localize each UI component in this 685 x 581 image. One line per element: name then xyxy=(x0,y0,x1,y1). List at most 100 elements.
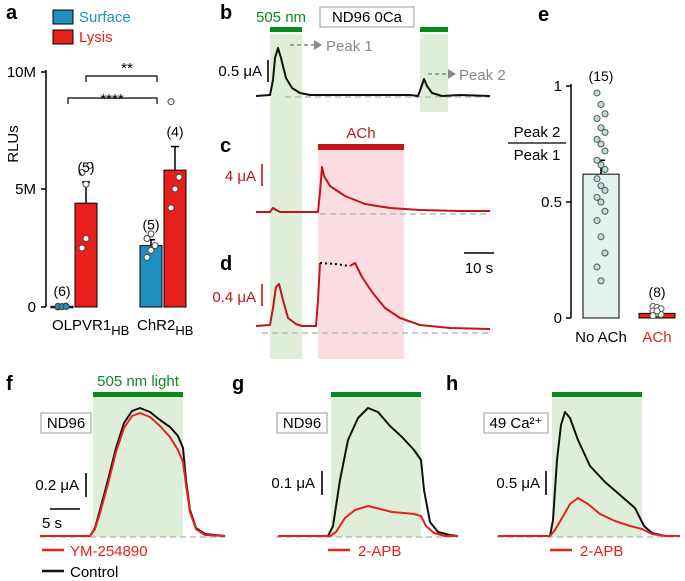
annotation-peak1: Peak 1 xyxy=(326,38,373,55)
bar-e xyxy=(582,173,620,319)
solution-box-f xyxy=(40,412,92,434)
datapoint-e xyxy=(601,166,609,174)
xtick-e-ach: ACh xyxy=(642,329,671,346)
datapoint-e xyxy=(601,186,609,194)
datapoint-e xyxy=(601,207,609,215)
trace-c xyxy=(256,166,490,213)
legend-swatch-lysis xyxy=(52,29,74,45)
ytick-label-e-05: 0.5 xyxy=(541,194,562,211)
datapoint-e xyxy=(597,101,605,109)
legend-swatch-surface xyxy=(52,9,74,25)
solution-label-g: ND96 xyxy=(283,415,321,432)
datapoint-e xyxy=(593,175,601,183)
sig-bracket-long xyxy=(67,97,158,104)
panel-letter-b: b xyxy=(220,2,232,24)
n-label-a: (6) xyxy=(53,283,70,299)
datapoint-a xyxy=(82,180,90,188)
time-scale-label-f: 5 s xyxy=(42,515,62,532)
legend-label-f-control: Control xyxy=(70,564,118,581)
bar-a xyxy=(74,202,98,308)
n-label-a: (4) xyxy=(166,124,183,140)
datapoint-e xyxy=(597,233,605,241)
panel-letter-h: h xyxy=(446,373,458,395)
datapoint-e xyxy=(593,263,601,271)
panel-h: h 49 Ca²⁺ 0.5 μA 2-APB xyxy=(446,373,680,560)
light-shade-1 xyxy=(270,34,302,359)
sig-label-short: ** xyxy=(121,60,133,77)
datapoint-a xyxy=(86,161,94,169)
panel-bcd: b c d 505 nm ND96 0Ca ACh 0.5 μA 4 μA 0.… xyxy=(212,2,506,359)
light-bar-b-2 xyxy=(420,27,448,32)
datapoint-e xyxy=(597,161,605,169)
datapoint-a xyxy=(167,98,175,106)
datapoint-e xyxy=(593,156,601,164)
scale-label-c: 4 μA xyxy=(225,168,256,185)
light-shade-g xyxy=(331,397,421,537)
ach-bar xyxy=(318,144,404,150)
time-scale-label-d: 10 s xyxy=(465,260,493,277)
ytick-label-e-0: 0 xyxy=(554,310,562,327)
panel-letter-a: a xyxy=(6,2,18,24)
annotation-peak2: Peak 2 xyxy=(459,67,506,84)
light-shade-h xyxy=(552,397,642,537)
panel-letter-g: g xyxy=(232,373,244,395)
trace-f-ym xyxy=(40,412,226,537)
datapoint-a xyxy=(78,244,86,252)
datapoint-a xyxy=(147,246,155,254)
xtick-a-chr2: ChR2HB xyxy=(137,317,193,338)
datapoint-e xyxy=(649,312,657,320)
trace-d-a xyxy=(255,262,321,327)
xtick-a-olpvr1: OLPVR1HB xyxy=(52,317,129,338)
panel-letter-c: c xyxy=(220,135,231,157)
panel-a: a Surface Lysis 0 5M 10M RLUs (6)(5)(5)(… xyxy=(5,2,193,338)
datapoint-e xyxy=(593,114,601,122)
solution-label-f: ND96 xyxy=(47,415,85,432)
xtick-e-noach: No ACh xyxy=(575,329,627,346)
panel-g: g ND96 0.1 μA 2-APB xyxy=(232,373,459,560)
trace-d-dotted xyxy=(319,262,351,267)
datapoint-a xyxy=(167,204,175,212)
sig-label-long: **** xyxy=(100,91,124,108)
datapoint-a xyxy=(143,235,151,243)
datapoint-e xyxy=(601,110,609,118)
trace-g-2apb xyxy=(278,505,458,537)
datapoint-a xyxy=(78,168,86,176)
datapoint-a xyxy=(82,235,90,243)
light-bar-b-1 xyxy=(270,27,302,32)
trace-h-2apb xyxy=(498,497,680,537)
datapoint-e xyxy=(653,307,661,315)
legend-label-lysis: Lysis xyxy=(79,29,113,46)
scale-label-d: 0.4 μA xyxy=(212,289,256,306)
datapoint-e xyxy=(597,277,605,285)
scale-label-h: 0.5 μA xyxy=(496,475,540,492)
arrow-peak1-head xyxy=(314,40,322,50)
n-label-a: (5) xyxy=(142,217,159,233)
datapoint-a xyxy=(171,185,179,193)
light-bar-g xyxy=(331,392,421,397)
legend-label-g: 2-APB xyxy=(358,543,401,560)
trace-b xyxy=(255,47,491,97)
datapoint-a xyxy=(151,242,159,250)
datapoint-e xyxy=(601,147,609,155)
datapoint-e xyxy=(593,135,601,143)
datapoint-a xyxy=(147,230,155,238)
datapoint-a xyxy=(175,173,183,181)
solution-label-h: 49 Ca²⁺ xyxy=(490,415,543,432)
light-bar-h xyxy=(552,392,642,397)
legend-label-h: 2-APB xyxy=(580,543,623,560)
bar-chart-e: (15) (8) xyxy=(582,68,676,320)
ytick-label-a-10m: 10M xyxy=(7,64,36,81)
solution-box-g xyxy=(276,412,328,434)
scale-label-g: 0.1 μA xyxy=(271,475,315,492)
datapoint-a xyxy=(62,303,70,311)
light-label-b: 505 nm xyxy=(256,9,306,26)
n-label-a: (5) xyxy=(77,159,94,175)
panel-letter-e: e xyxy=(538,4,549,26)
light-shade-f xyxy=(93,397,183,537)
datapoint-e xyxy=(593,89,601,97)
datapoint-e xyxy=(597,140,605,148)
scale-label-b: 0.5 μA xyxy=(218,63,262,80)
legend-label-surface: Surface xyxy=(79,9,131,26)
light-shade-2 xyxy=(420,34,448,112)
